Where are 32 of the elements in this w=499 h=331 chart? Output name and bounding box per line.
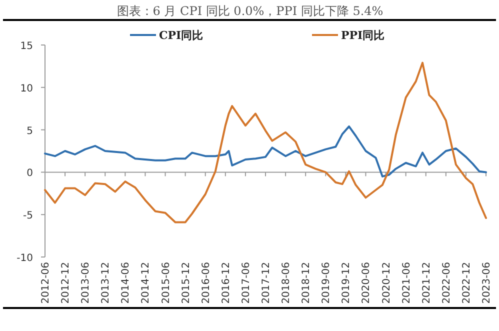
x-tick-label: 2015-12	[180, 262, 192, 304]
x-tick-label: 2019-06	[321, 262, 332, 304]
x-tick-label: 2022-12	[461, 262, 472, 304]
y-tick-label: 0	[26, 168, 33, 180]
x-tick-label: 2012-12	[60, 262, 72, 304]
x-tick-label: 2017-06	[240, 262, 252, 304]
y-tick-label: 5	[26, 126, 33, 137]
x-tick-label: 2018-12	[301, 262, 312, 304]
x-tick-label: 2021-12	[421, 262, 432, 304]
y-tick-label: 10	[20, 83, 33, 94]
x-tick-label: 2020-06	[361, 262, 372, 304]
x-tick-label: 2014-12	[140, 262, 152, 304]
x-tick-label: 2017-12	[261, 262, 272, 304]
x-tick-label: 2013-06	[80, 262, 92, 304]
x-tick-label: 2023-06	[482, 262, 492, 304]
x-tick-label: 2020-12	[381, 262, 392, 304]
x-tick-label: 2018-06	[281, 262, 292, 304]
x-tick-label: 2016-12	[220, 262, 232, 304]
x-tick-label: 2016-06	[200, 262, 212, 304]
x-tick-label: 2014-06	[120, 262, 132, 304]
x-tick-label: 2015-06	[160, 262, 172, 304]
legend-label: CPI同比	[159, 29, 204, 42]
y-tick-label: -5	[23, 210, 33, 222]
y-tick-label: -10	[16, 253, 33, 264]
x-tick-label: 2022-06	[441, 262, 452, 304]
x-tick-label: 2021-06	[401, 262, 412, 304]
legend-label: PPI同比	[341, 29, 385, 42]
x-tick-label: 2019-12	[341, 262, 352, 304]
y-tick-label: 15	[20, 41, 33, 52]
x-tick-label: 2012-06	[40, 262, 52, 304]
chart-title: 图表：6 月 CPI 同比 0.0%，PPI 同比下降 5.4%	[116, 4, 384, 18]
x-tick-label: 2013-12	[100, 262, 112, 304]
